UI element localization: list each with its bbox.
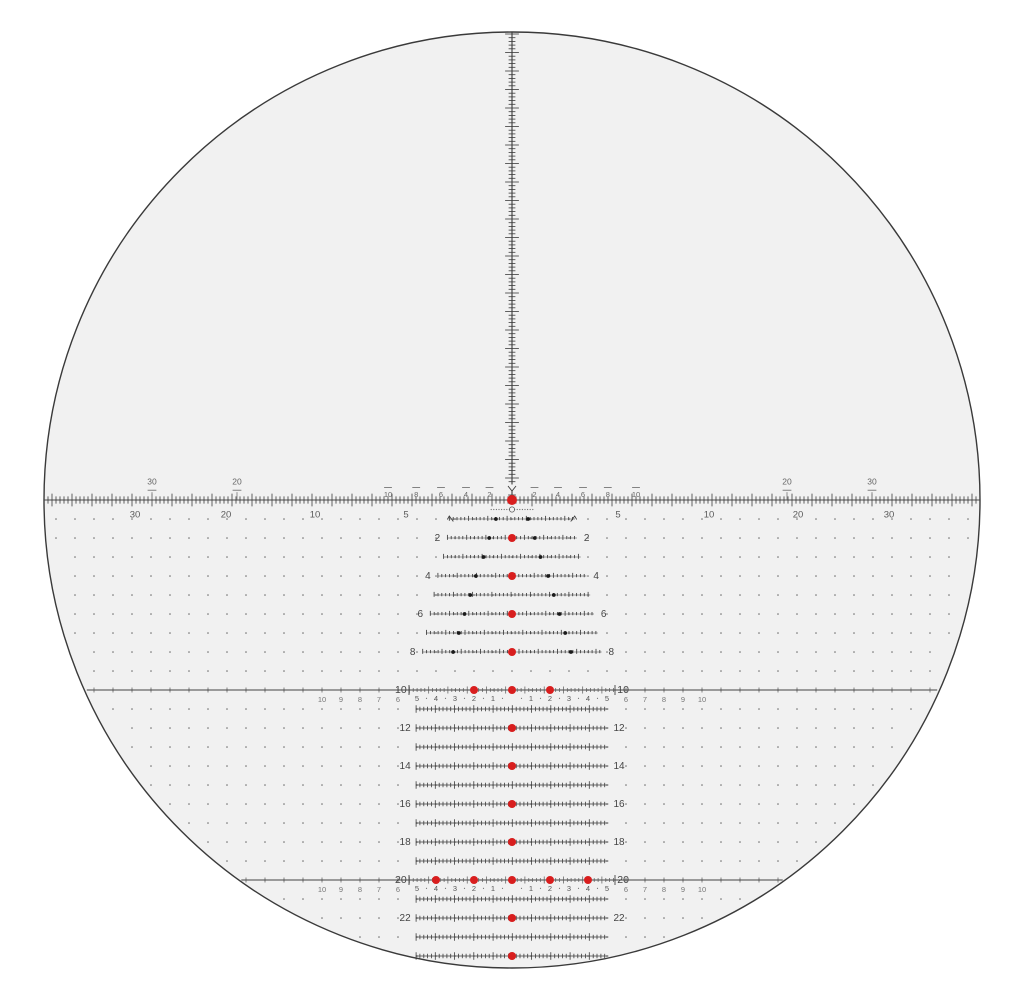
svg-text:6: 6: [581, 490, 585, 499]
svg-text:2: 2: [487, 490, 491, 499]
svg-text:12: 12: [400, 723, 412, 734]
svg-text:30: 30: [867, 477, 877, 487]
svg-text:22: 22: [613, 913, 625, 924]
svg-text:5: 5: [605, 694, 609, 703]
svg-text:8: 8: [609, 647, 615, 658]
svg-text:2: 2: [584, 533, 590, 544]
svg-text:4: 4: [434, 694, 438, 703]
svg-text:9: 9: [681, 885, 685, 894]
svg-text:4: 4: [425, 571, 431, 582]
svg-text:8: 8: [358, 695, 362, 704]
svg-text:4: 4: [556, 490, 560, 499]
svg-text:5: 5: [615, 510, 620, 521]
svg-text:10: 10: [698, 885, 706, 894]
svg-text:8: 8: [410, 647, 416, 658]
svg-text:4: 4: [593, 571, 599, 582]
svg-text:10: 10: [704, 510, 715, 521]
svg-text:16: 16: [613, 799, 625, 810]
svg-text:2: 2: [472, 694, 476, 703]
svg-text:8: 8: [606, 490, 610, 499]
svg-text:30: 30: [884, 510, 895, 521]
svg-text:18: 18: [400, 837, 412, 848]
svg-text:1: 1: [491, 694, 495, 703]
svg-text:20: 20: [232, 477, 242, 487]
svg-text:30: 30: [130, 510, 141, 521]
svg-text:14: 14: [613, 761, 625, 772]
svg-text:8: 8: [358, 885, 362, 894]
svg-text:20: 20: [793, 510, 804, 521]
svg-text:8: 8: [662, 885, 666, 894]
svg-text:3: 3: [567, 884, 571, 893]
svg-text:8: 8: [414, 490, 418, 499]
svg-text:2: 2: [548, 694, 552, 703]
svg-text:7: 7: [377, 695, 381, 704]
svg-text:3: 3: [453, 694, 457, 703]
svg-text:4: 4: [434, 884, 438, 893]
svg-text:6: 6: [396, 885, 400, 894]
svg-text:6: 6: [439, 490, 443, 499]
svg-text:1: 1: [529, 884, 533, 893]
svg-text:8: 8: [662, 695, 666, 704]
svg-text:10: 10: [384, 490, 392, 499]
svg-text:10: 10: [318, 695, 326, 704]
svg-text:2: 2: [472, 884, 476, 893]
svg-text:6: 6: [624, 695, 628, 704]
svg-text:5: 5: [415, 884, 419, 893]
svg-text:22: 22: [400, 913, 412, 924]
svg-text:16: 16: [400, 799, 412, 810]
svg-text:14: 14: [400, 761, 412, 772]
svg-text:6: 6: [418, 609, 424, 620]
svg-text:6: 6: [396, 695, 400, 704]
svg-text:20: 20: [782, 477, 792, 487]
svg-text:2: 2: [548, 884, 552, 893]
svg-text:10: 10: [698, 695, 706, 704]
svg-text:2: 2: [435, 533, 441, 544]
svg-text:6: 6: [601, 609, 607, 620]
svg-text:5: 5: [605, 884, 609, 893]
svg-text:5: 5: [403, 510, 408, 521]
svg-text:18: 18: [613, 837, 625, 848]
svg-text:9: 9: [339, 695, 343, 704]
svg-text:6: 6: [624, 885, 628, 894]
svg-text:3: 3: [567, 694, 571, 703]
svg-text:10: 10: [310, 510, 321, 521]
svg-text:4: 4: [586, 884, 590, 893]
svg-text:30: 30: [147, 477, 157, 487]
svg-text:7: 7: [377, 885, 381, 894]
svg-text:9: 9: [339, 885, 343, 894]
svg-text:9: 9: [681, 695, 685, 704]
svg-text:7: 7: [643, 885, 647, 894]
svg-text:4: 4: [464, 490, 468, 499]
svg-text:1: 1: [491, 884, 495, 893]
svg-text:7: 7: [643, 695, 647, 704]
svg-text:1: 1: [529, 694, 533, 703]
svg-text:3: 3: [453, 884, 457, 893]
svg-text:4: 4: [586, 694, 590, 703]
svg-text:10: 10: [318, 885, 326, 894]
svg-text:20: 20: [221, 510, 232, 521]
svg-text:12: 12: [613, 723, 625, 734]
svg-text:10: 10: [632, 490, 640, 499]
svg-text:2: 2: [532, 490, 536, 499]
svg-text:5: 5: [415, 694, 419, 703]
